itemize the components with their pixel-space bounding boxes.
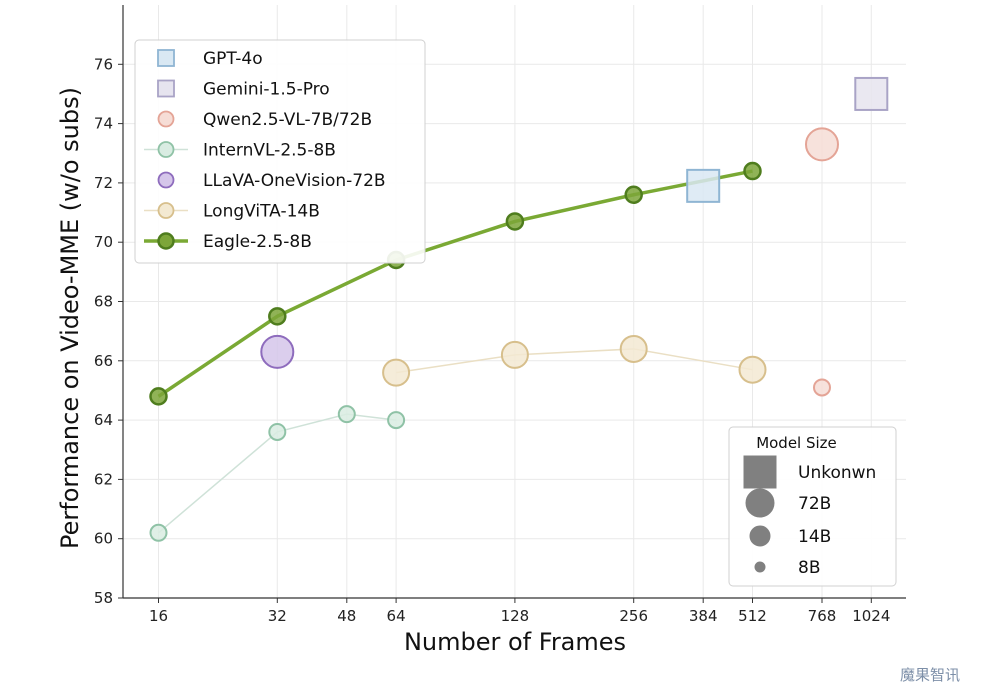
data-point-internvl-2-5-8b	[149, 523, 168, 542]
legend-marker	[157, 202, 175, 219]
y-tick-label: 70	[94, 233, 113, 251]
series-line-longvita-14b	[395, 348, 753, 374]
legend-label: Gemini-1.5-Pro	[203, 80, 330, 100]
series-line-eagle-2-5-8b	[157, 169, 753, 398]
x-tick-label: 16	[149, 607, 168, 625]
legend-label: LLaVA-OneVision-72B	[203, 171, 386, 191]
data-point-internvl-2-5-8b	[387, 411, 406, 430]
y-tick-label: 74	[94, 115, 113, 133]
legend-label: InternVL-2.5-8B	[203, 141, 336, 161]
x-tick-label: 128	[501, 607, 530, 625]
legend-label: Eagle-2.5-8B	[203, 232, 312, 252]
data-point-eagle-2-5-8b	[149, 387, 168, 406]
x-tick-label: 768	[808, 607, 837, 625]
y-axis-title: Performance on Video-MME (w/o subs)	[56, 87, 84, 549]
size-legend-label: 8B	[798, 558, 820, 578]
y-tick-label: 62	[94, 470, 113, 488]
data-point-gemini-1-5-pro	[854, 76, 889, 111]
size-legend: Model Size Unkonwn 72B 14B 8B	[728, 426, 897, 587]
size-legend-label: Unkonwn	[798, 463, 876, 483]
legend-label: Qwen2.5-VL-7B/72B	[203, 110, 372, 130]
data-point-eagle-2-5-8b	[505, 212, 525, 231]
y-tick-label: 58	[94, 589, 113, 607]
x-tick-label: 32	[268, 607, 287, 625]
legend-marker	[157, 110, 175, 128]
x-tick-label: 64	[387, 607, 406, 625]
y-tick-label: 76	[94, 55, 113, 73]
size-legend-marker	[743, 455, 777, 489]
data-point-llava-onevision-72b	[260, 334, 295, 369]
data-point-gpt-4o	[686, 168, 721, 203]
size-legend-marker	[754, 561, 766, 573]
series-points	[149, 76, 889, 542]
data-point-internvl-2-5-8b	[337, 405, 356, 424]
data-point-longvita-14b	[738, 355, 767, 384]
data-point-longvita-14b	[500, 340, 529, 369]
data-point-longvita-14b	[382, 358, 411, 387]
data-point-qwen2-5-vl-7b-72b	[804, 127, 839, 162]
y-tick-label: 72	[94, 174, 113, 192]
series-lines	[157, 169, 753, 534]
y-tick-label: 64	[94, 411, 113, 429]
series-line-internvl-2-5-8b	[158, 413, 397, 534]
data-point-eagle-2-5-8b	[268, 307, 287, 326]
data-point-longvita-14b	[619, 334, 648, 363]
legend-label: LongViTA-14B	[203, 202, 320, 222]
x-tick-label: 384	[689, 607, 718, 625]
legend-marker	[157, 171, 175, 189]
x-tick-label: 1024	[852, 607, 890, 625]
axes: 58 60 62 64 66 68 70 72 74 76 16 32 48 64 128 256 384 512…	[94, 5, 906, 625]
legend-marker	[157, 49, 175, 67]
data-point-qwen2-5-vl-7b-72b	[812, 378, 831, 397]
x-tick-label: 512	[738, 607, 767, 625]
size-legend-marker	[749, 525, 771, 547]
size-legend-marker	[745, 488, 775, 518]
legend-marker	[157, 79, 175, 98]
legend-marker	[157, 141, 175, 158]
x-axis-title: Number of Frames	[404, 628, 626, 656]
size-legend-title: Model Size	[756, 434, 837, 452]
data-point-internvl-2-5-8b	[268, 422, 287, 441]
x-tick-label: 256	[619, 607, 648, 625]
y-tick-label: 66	[94, 352, 113, 370]
size-legend-label: 14B	[798, 527, 831, 547]
x-tick-label: 48	[337, 607, 356, 625]
watermark: 魔果智讯	[900, 666, 960, 684]
data-point-eagle-2-5-8b	[624, 185, 643, 205]
legend: GPT-4o Gemini-1.5-Pro Qwen2.5-VL-7B/72B Int…	[134, 39, 426, 264]
legend-box	[134, 39, 426, 264]
size-legend-label: 72B	[798, 494, 831, 514]
legend-marker	[157, 232, 175, 250]
data-point-eagle-2-5-8b	[743, 161, 762, 181]
legend-label: GPT-4o	[203, 49, 263, 69]
y-tick-label: 60	[94, 530, 113, 548]
y-tick-label: 68	[94, 293, 113, 311]
